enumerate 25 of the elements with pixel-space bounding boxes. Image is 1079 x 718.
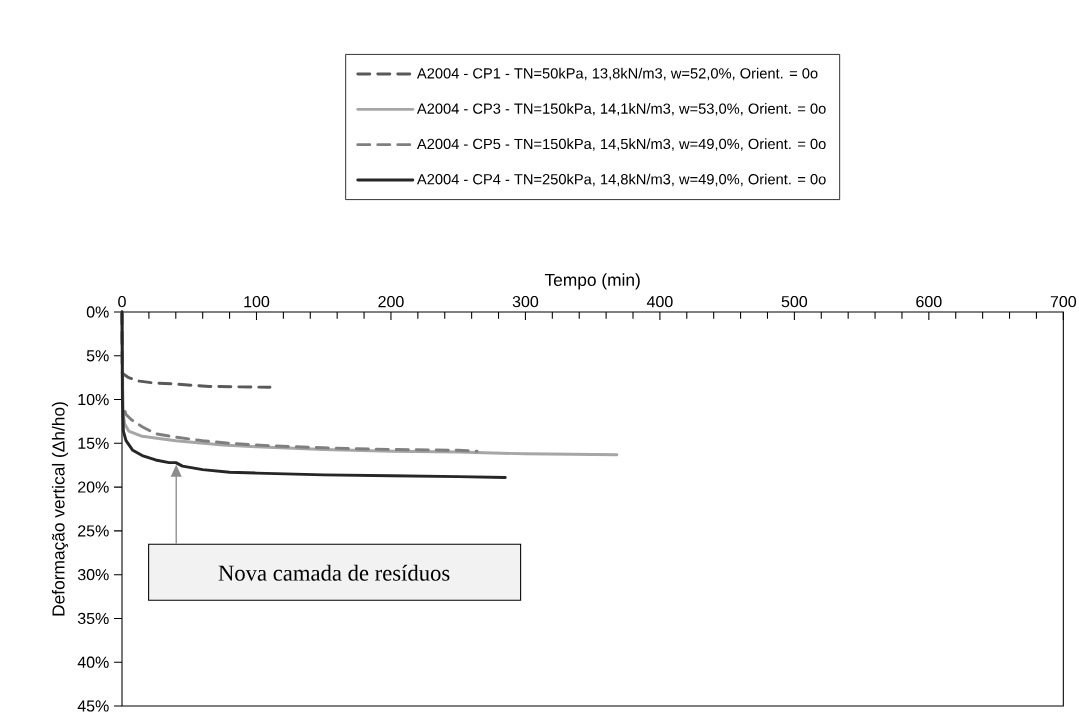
legend-label: A2004 - CP4 - TN=250kPa, 14,8kN/m3, w=49,0%, Orient. = 0o <box>416 173 826 187</box>
x-tick-label: 0 <box>118 295 126 308</box>
x-tick-label: 700 <box>1050 295 1077 308</box>
annotation: Nova camada de resíduos <box>218 564 450 581</box>
legend-label: A2004 - CP5 - TN=150kPa, 14,5kN/m3, w=49,0%, Orient. = 0o <box>416 138 826 151</box>
y-tick-label: 10% <box>78 393 109 406</box>
x-tick-label: 300 <box>512 295 539 308</box>
legend-label: A2004 - CP1 - TN=50kPa, 13,8kN/m3, w=52,0%, Orient. = 0o <box>416 67 818 81</box>
legend-label: A2004 - CP3 - TN=150kPa, 14,1kN/m3, w=53,0%, Orient. = 0o <box>416 103 826 116</box>
y-tick-label: 0% <box>86 306 109 318</box>
y-tick-label: 35% <box>77 612 109 625</box>
x-tick-label: 400 <box>646 295 673 308</box>
y-tick-label: 30% <box>77 569 109 581</box>
x-tick-label: 200 <box>378 295 404 308</box>
y-tick-label: 20% <box>78 481 109 493</box>
y-axis-title: Deformação vertical (Δh/ho) <box>51 402 69 616</box>
x-tick-label: 100 <box>244 295 270 308</box>
x-tick-label: 600 <box>916 295 942 308</box>
y-tick-label: 40% <box>77 656 109 668</box>
y-tick-label: 15% <box>78 437 109 449</box>
y-tick-label: 5% <box>86 350 109 362</box>
x-tick-label: 500 <box>781 295 808 308</box>
y-tick-label: 25% <box>78 525 109 537</box>
x-axis-title: Tempo (min) <box>544 273 640 290</box>
y-tick-label: 45% <box>77 700 109 712</box>
